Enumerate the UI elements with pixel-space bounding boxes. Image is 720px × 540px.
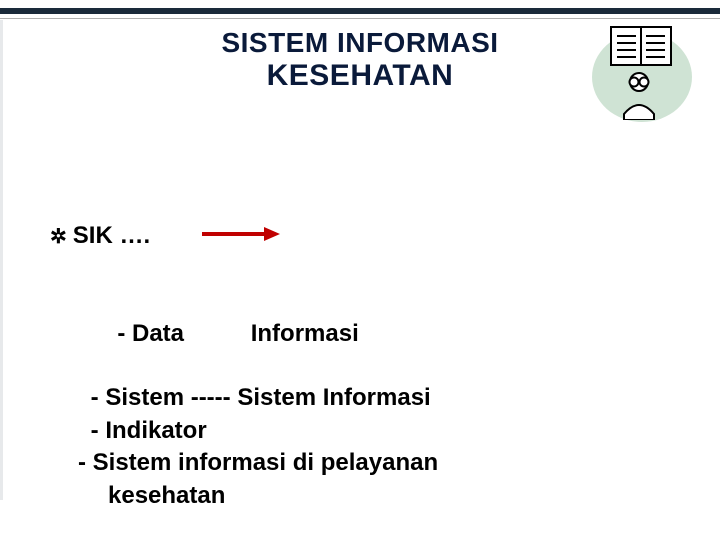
bullet-line: ✲ SIK ….: [50, 188, 670, 285]
line1-part-b: Informasi: [251, 320, 359, 347]
book-icon: [610, 26, 672, 66]
bullet-icon: ✲: [50, 227, 67, 247]
body-content: ✲ SIK …. - Data Informasi - Sistem -----…: [50, 188, 670, 512]
reading-clipart: [582, 22, 692, 132]
header-bar: [0, 8, 720, 14]
bullet-text: SIK ….: [73, 220, 150, 252]
line-sistem: - Sistem ----- Sistem Informasi: [50, 382, 670, 414]
line1-part-a: - Data: [111, 320, 184, 347]
line-pelayanan: - Sistem informasi di pelayanan: [50, 447, 670, 479]
reader-icon: [614, 70, 664, 120]
line-kesehatan: kesehatan: [50, 480, 670, 512]
arrow-icon: [160, 188, 282, 285]
line-indikator: - Indikator: [50, 415, 670, 447]
header-underline: [0, 18, 720, 19]
line-data-informasi: - Data Informasi: [50, 285, 670, 382]
